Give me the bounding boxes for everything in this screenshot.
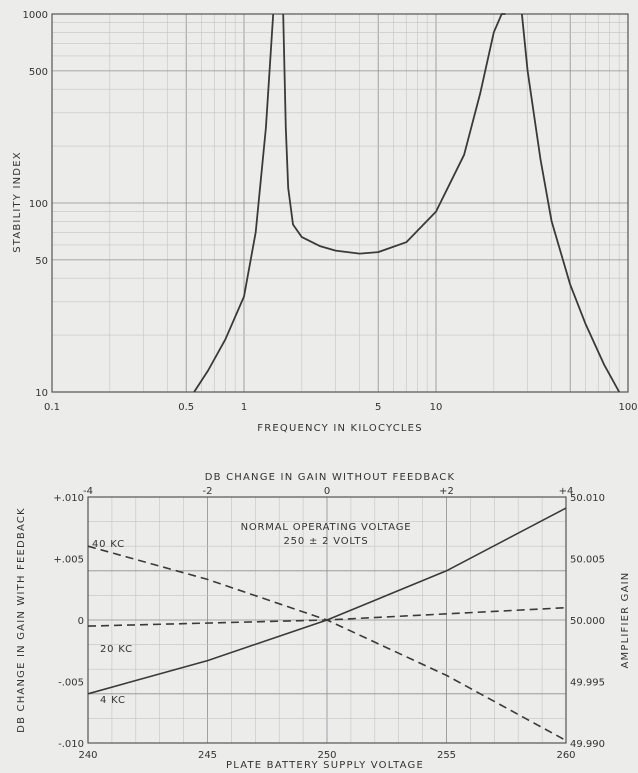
operating-voltage-note-line2: 250 ± 2 VOLTS xyxy=(284,536,369,547)
top-y-tick-label: 1000 xyxy=(23,10,48,21)
bottom-top-axis-tick-label: 0 xyxy=(324,486,330,497)
bottom-chart-frame xyxy=(87,496,567,744)
bottom-x-axis-title: PLATE BATTERY SUPPLY VOLTAGE xyxy=(226,760,424,771)
bottom-right-axis-tick-label: 50.000 xyxy=(570,616,605,627)
top-x-tick-label: 1 xyxy=(241,402,247,413)
top-x-tick-label: 10 xyxy=(430,402,443,413)
bottom-right-axis-title: AMPLIFIER GAIN xyxy=(620,572,631,669)
top-chart-frame xyxy=(51,13,629,393)
top-chart-ticks: 0.1 0.5 1 5 10 100 10 50 100 500 1000 xyxy=(23,10,638,413)
top-x-tick-label: 100 xyxy=(618,402,637,413)
bottom-right-axis-tick-label: 49.990 xyxy=(570,739,605,750)
bottom-top-axis-tick-label: +4 xyxy=(559,486,574,497)
operating-voltage-note-line1: NORMAL OPERATING VOLTAGE xyxy=(241,522,412,533)
bottom-top-axis-tick-label: +2 xyxy=(439,486,454,497)
bottom-right-axis-tick-label: 50.010 xyxy=(570,493,605,504)
stability-curve-segment-3 xyxy=(521,13,620,393)
bottom-x-tick-label: 255 xyxy=(437,750,456,761)
top-y-tick-label: 100 xyxy=(29,199,48,210)
stability-curve-segment-2 xyxy=(282,13,506,255)
series-label-20-kc: 20 KC xyxy=(100,644,133,655)
top-x-tick-label: 0.5 xyxy=(178,402,194,413)
series-label-40-kc: 40 KC xyxy=(92,539,125,550)
bottom-right-axis-tick-label: 50.005 xyxy=(570,555,605,566)
bottom-y-tick-label: +.005 xyxy=(53,555,84,566)
series-label-4-kc: 4 KC xyxy=(100,695,126,706)
top-y-axis-title: STABILITY INDEX xyxy=(12,151,23,253)
bottom-top-axis-title: DB CHANGE IN GAIN WITHOUT FEEDBACK xyxy=(205,472,456,483)
bottom-y-tick-label: +.010 xyxy=(53,493,84,504)
bottom-y-tick-label: 0 xyxy=(78,616,84,627)
bottom-x-tick-label: 260 xyxy=(556,750,575,761)
bottom-x-tick-label: 245 xyxy=(198,750,217,761)
bottom-x-tick-label: 250 xyxy=(317,750,336,761)
top-y-tick-label: 10 xyxy=(35,388,48,399)
bottom-chart-series: 40 KC 20 KC 4 KC xyxy=(87,507,567,742)
top-x-tick-label: 0.1 xyxy=(44,402,60,413)
bottom-x-tick-label: 240 xyxy=(78,750,97,761)
top-chart-grid xyxy=(52,14,628,392)
bottom-right-axis-tick-label: 49.995 xyxy=(570,678,605,689)
top-x-tick-label: 5 xyxy=(375,402,381,413)
bottom-top-axis-tick-label: -4 xyxy=(83,486,93,497)
top-y-tick-label: 50 xyxy=(35,256,48,267)
bottom-chart-ticks: 240 245 250 255 260 -4 -2 0 +2 +4 +.010 +.005 0 -.005… xyxy=(53,486,605,761)
stability-curve-segment-1 xyxy=(193,13,275,393)
bottom-y-axis-title: DB CHANGE IN GAIN WITH FEEDBACK xyxy=(16,507,27,733)
bottom-top-axis-tick-label: -2 xyxy=(203,486,213,497)
top-chart-series xyxy=(193,13,620,393)
bottom-y-tick-label: -.010 xyxy=(58,739,84,750)
top-x-axis-title: FREQUENCY IN KILOCYCLES xyxy=(257,423,423,434)
bottom-y-tick-label: -.005 xyxy=(58,678,84,689)
top-y-tick-label: 500 xyxy=(29,67,48,78)
series-line-4-kc xyxy=(87,507,567,695)
